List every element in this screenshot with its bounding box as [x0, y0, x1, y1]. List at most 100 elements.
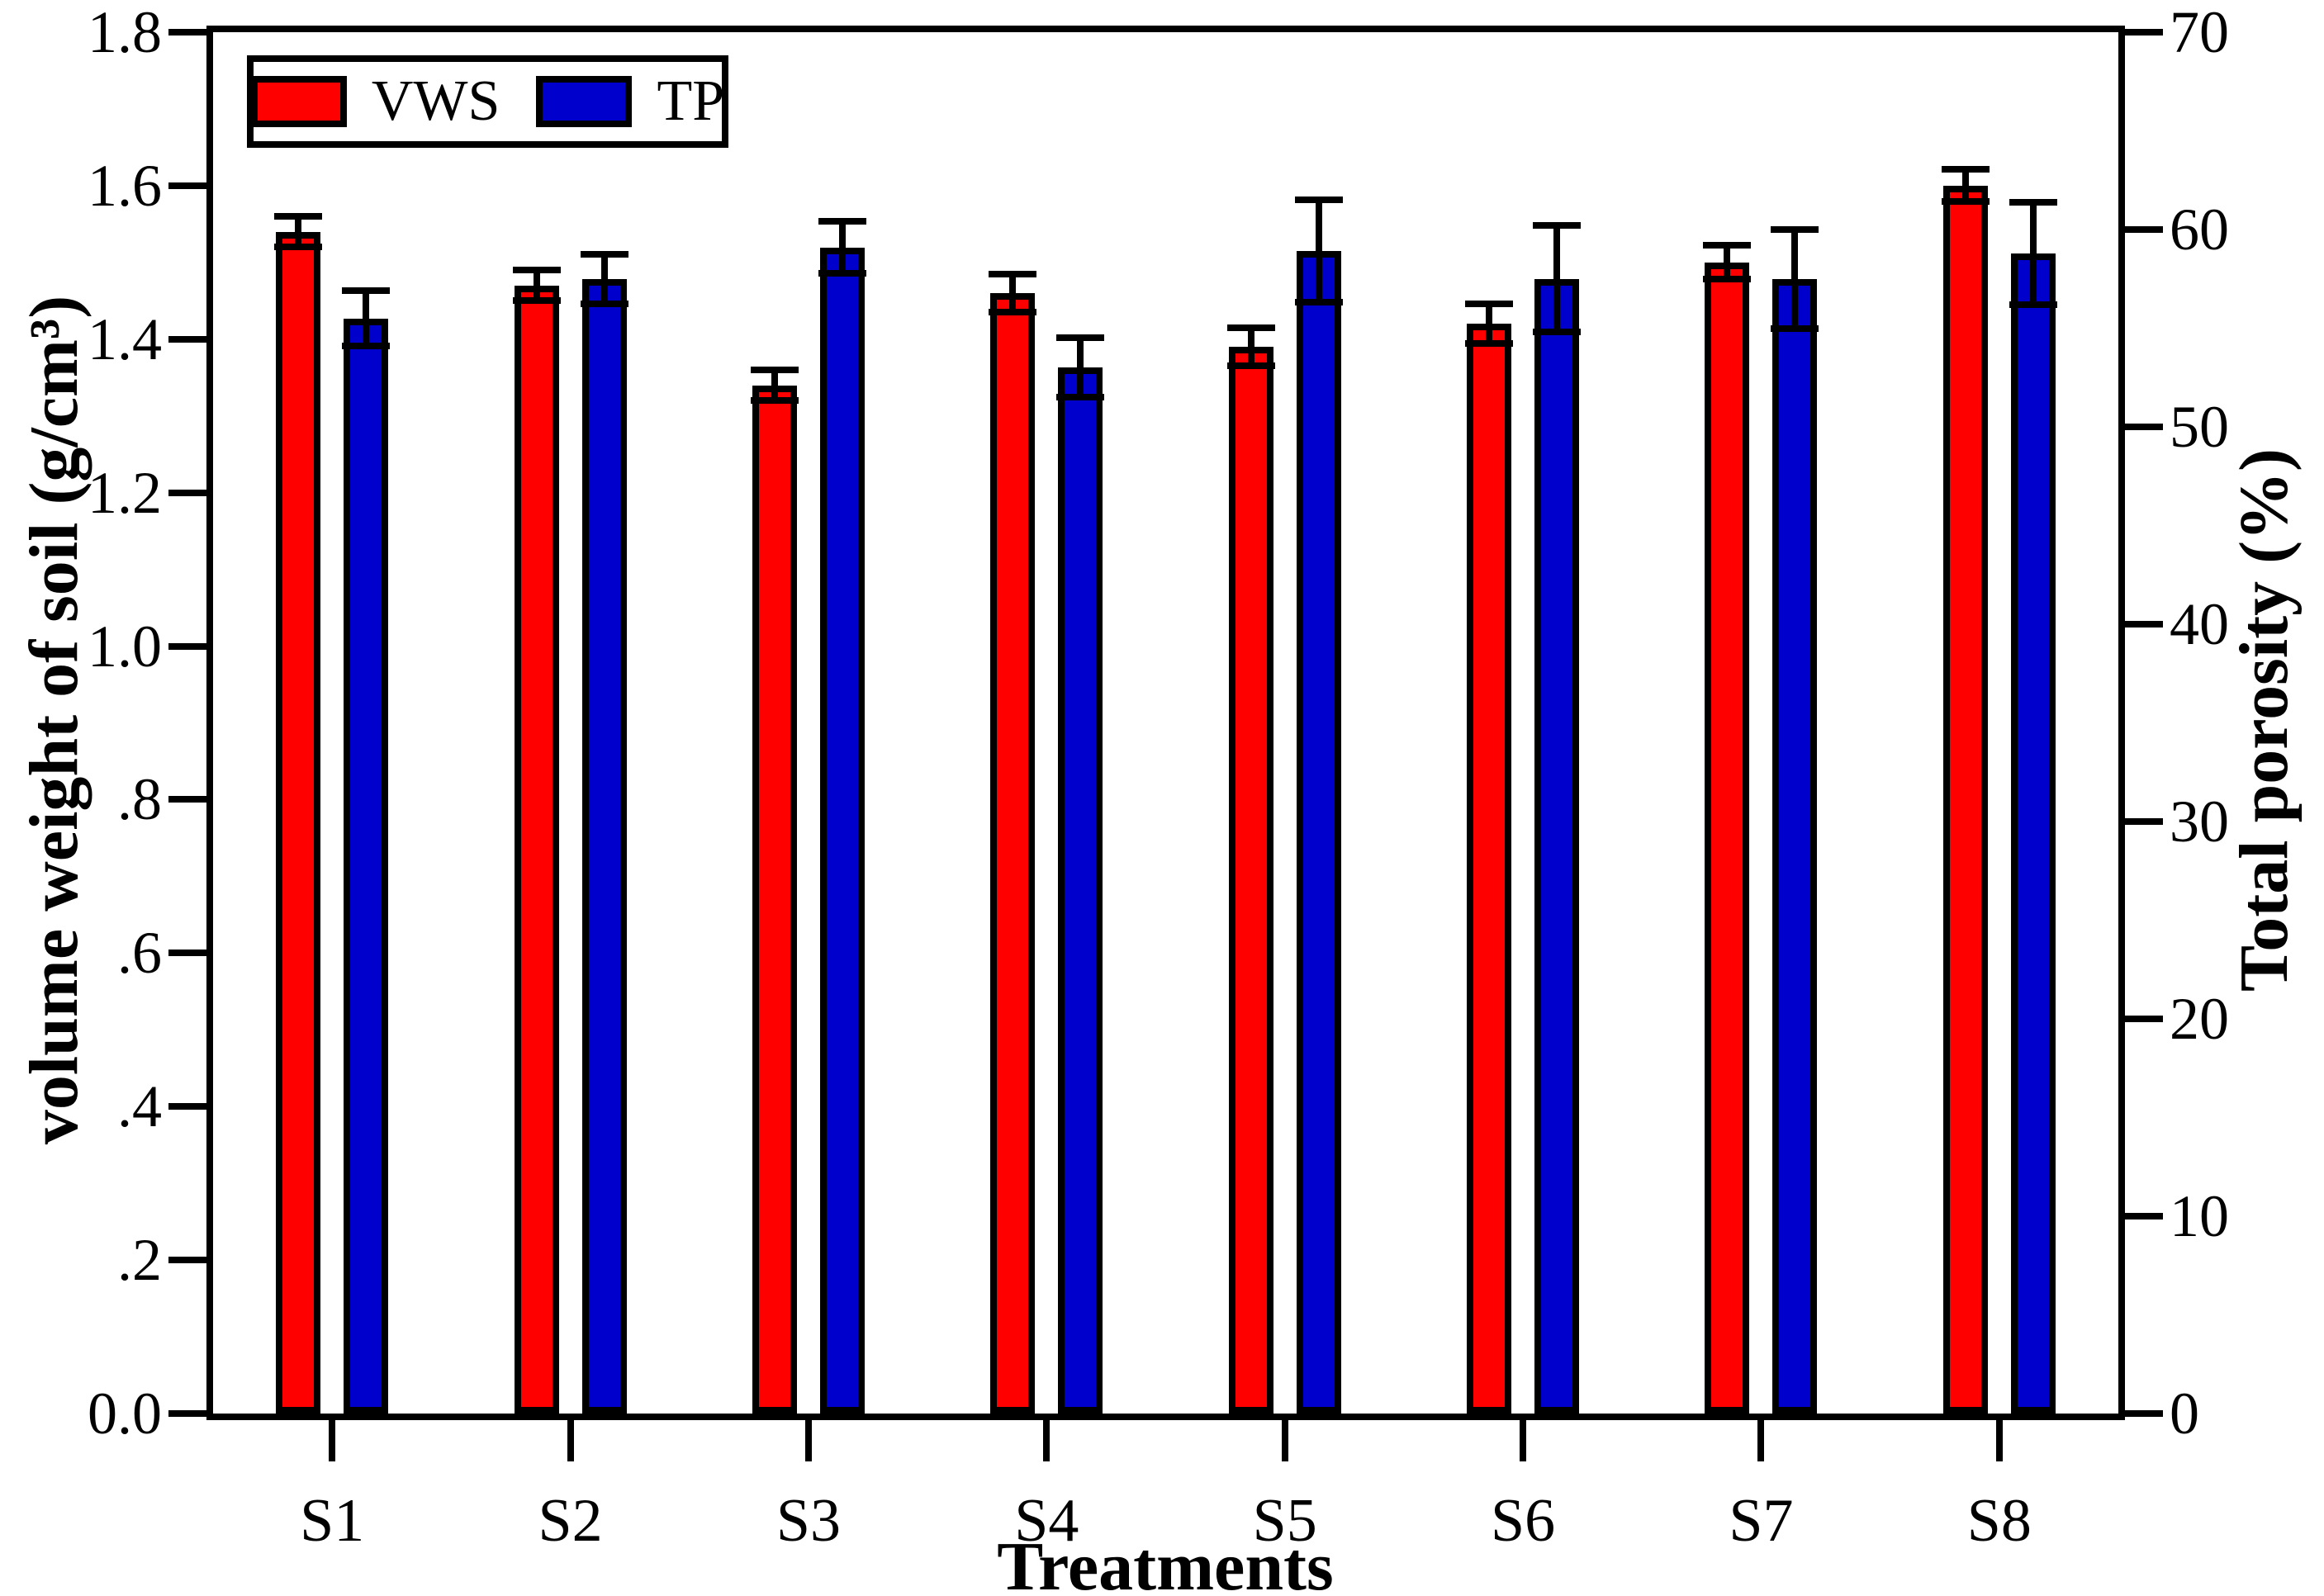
- errorbar-cap-top-vws-S3: [750, 366, 799, 373]
- bar-tp-S6: [1534, 278, 1580, 1414]
- errorbar-cap-top-tp-S5: [1294, 197, 1343, 204]
- errorbar-cap-bottom-vws-S8: [1941, 198, 1990, 206]
- errorbar-cap-top-tp-S3: [818, 218, 866, 225]
- errorbar-cap-bottom-vws-S1: [274, 244, 323, 251]
- errorbar-cap-top-tp-S4: [1056, 334, 1105, 342]
- ytick-right-60: [2122, 226, 2163, 233]
- ytick-label-left-1.6: 1.6: [88, 152, 162, 219]
- ytick-left-1.8: [168, 29, 210, 36]
- xtick-S2: [567, 1414, 574, 1461]
- x-category-label-S1: S1: [300, 1487, 365, 1555]
- ytick-left-.2: [168, 1257, 210, 1264]
- ytick-label-left-.6: .6: [117, 920, 162, 987]
- errorbar-cap-bottom-vws-S5: [1226, 362, 1275, 370]
- ytick-left-1.6: [168, 182, 210, 189]
- xtick-S3: [804, 1414, 812, 1461]
- errorbar-vws-S7: [1724, 245, 1731, 280]
- ytick-label-left-.8: .8: [117, 766, 162, 833]
- errorbar-cap-bottom-vws-S2: [512, 297, 561, 305]
- errorbar-tp-S6: [1553, 225, 1561, 333]
- ytick-label-left-1.0: 1.0: [88, 613, 162, 680]
- errorbar-cap-top-tp-S8: [2009, 198, 2057, 206]
- ytick-left-0.0: [168, 1410, 210, 1417]
- legend-item-tp: TP: [536, 70, 724, 133]
- errorbar-cap-bottom-tp-S7: [1771, 324, 1819, 332]
- ytick-left-.8: [168, 796, 210, 803]
- ytick-label-left-1.8: 1.8: [88, 0, 162, 65]
- plot-area: [206, 26, 2125, 1420]
- bar-vws-S5: [1228, 347, 1273, 1414]
- errorbar-vws-S1: [295, 216, 302, 248]
- errorbar-tp-S4: [1077, 338, 1084, 398]
- bar-vws-S8: [1942, 185, 1988, 1414]
- errorbar-cap-bottom-tp-S3: [818, 269, 866, 277]
- errorbar-cap-bottom-tp-S6: [1533, 329, 1582, 336]
- bar-vws-S1: [276, 231, 321, 1414]
- errorbar-tp-S8: [2029, 201, 2037, 305]
- bar-vws-S2: [514, 285, 559, 1414]
- errorbar-cap-bottom-tp-S5: [1294, 299, 1343, 306]
- errorbar-tp-S3: [838, 221, 846, 273]
- errorbar-cap-bottom-tp-S2: [580, 300, 628, 307]
- x-category-label-S2: S2: [538, 1487, 603, 1555]
- ytick-label-right-0: 0: [2170, 1381, 2199, 1447]
- errorbar-vws-S8: [1961, 169, 1969, 202]
- errorbar-cap-bottom-vws-S4: [989, 309, 1037, 316]
- ytick-label-left-.4: .4: [117, 1073, 162, 1140]
- bar-tp-S4: [1058, 367, 1103, 1414]
- legend-label-tp: TP: [657, 69, 725, 133]
- ytick-left-.4: [168, 1103, 210, 1111]
- ytick-left-1.4: [168, 335, 210, 343]
- ytick-left-1.0: [168, 642, 210, 650]
- x-category-label-S4: S4: [1014, 1487, 1079, 1555]
- errorbar-cap-top-tp-S1: [342, 287, 391, 295]
- errorbar-tp-S7: [1791, 230, 1799, 329]
- legend-swatch-vws-icon: [250, 76, 347, 127]
- ytick-right-10: [2122, 1213, 2163, 1219]
- errorbar-cap-bottom-vws-S6: [1465, 340, 1514, 348]
- xtick-S5: [1281, 1414, 1288, 1461]
- errorbar-cap-top-vws-S5: [1226, 324, 1275, 331]
- errorbar-vws-S6: [1486, 304, 1493, 344]
- ytick-right-0: [2122, 1410, 2163, 1417]
- ytick-left-.6: [168, 950, 210, 957]
- bar-tp-S5: [1296, 251, 1341, 1414]
- errorbar-cap-top-vws-S1: [274, 213, 323, 220]
- errorbar-vws-S3: [771, 369, 778, 401]
- legend-item-vws: VWS: [250, 70, 500, 133]
- errorbar-cap-top-tp-S2: [580, 250, 628, 258]
- bar-tp-S7: [1772, 278, 1818, 1414]
- ytick-label-right-50: 50: [2170, 394, 2229, 460]
- ytick-right-40: [2122, 621, 2163, 628]
- ytick-label-right-20: 20: [2170, 986, 2229, 1052]
- y-axis-left-title: volume weight of soil (g/cm³): [16, 295, 92, 1145]
- bar-tp-S8: [2010, 253, 2056, 1414]
- ytick-label-right-30: 30: [2170, 789, 2229, 855]
- errorbar-cap-top-vws-S6: [1465, 301, 1514, 308]
- legend: VWS TP: [247, 55, 728, 148]
- errorbar-cap-top-vws-S2: [512, 267, 561, 274]
- ytick-label-right-40: 40: [2170, 591, 2229, 657]
- errorbar-cap-bottom-tp-S8: [2009, 301, 2057, 308]
- errorbar-cap-top-vws-S8: [1941, 166, 1990, 173]
- ytick-label-left-.2: .2: [117, 1227, 162, 1294]
- bar-vws-S6: [1467, 324, 1512, 1414]
- errorbar-cap-top-tp-S7: [1771, 226, 1819, 233]
- bar-vws-S7: [1705, 262, 1750, 1414]
- x-category-label-S8: S8: [1966, 1487, 2032, 1555]
- ytick-label-left-0.0: 0.0: [88, 1381, 162, 1447]
- y-axis-right-title: Total porosity (%): [2226, 448, 2303, 992]
- errorbar-cap-bottom-tp-S4: [1056, 394, 1105, 401]
- errorbar-vws-S5: [1247, 327, 1254, 367]
- bar-tp-S1: [344, 318, 389, 1414]
- errorbar-cap-bottom-vws-S7: [1703, 276, 1752, 283]
- errorbar-cap-bottom-vws-S3: [750, 397, 799, 405]
- errorbar-tp-S1: [363, 291, 370, 346]
- xtick-S4: [1043, 1414, 1051, 1461]
- x-category-label-S5: S5: [1252, 1487, 1317, 1555]
- errorbar-tp-S5: [1315, 200, 1322, 303]
- errorbar-vws-S4: [1009, 273, 1017, 313]
- ytick-right-70: [2122, 29, 2163, 36]
- ytick-left-1.2: [168, 489, 210, 496]
